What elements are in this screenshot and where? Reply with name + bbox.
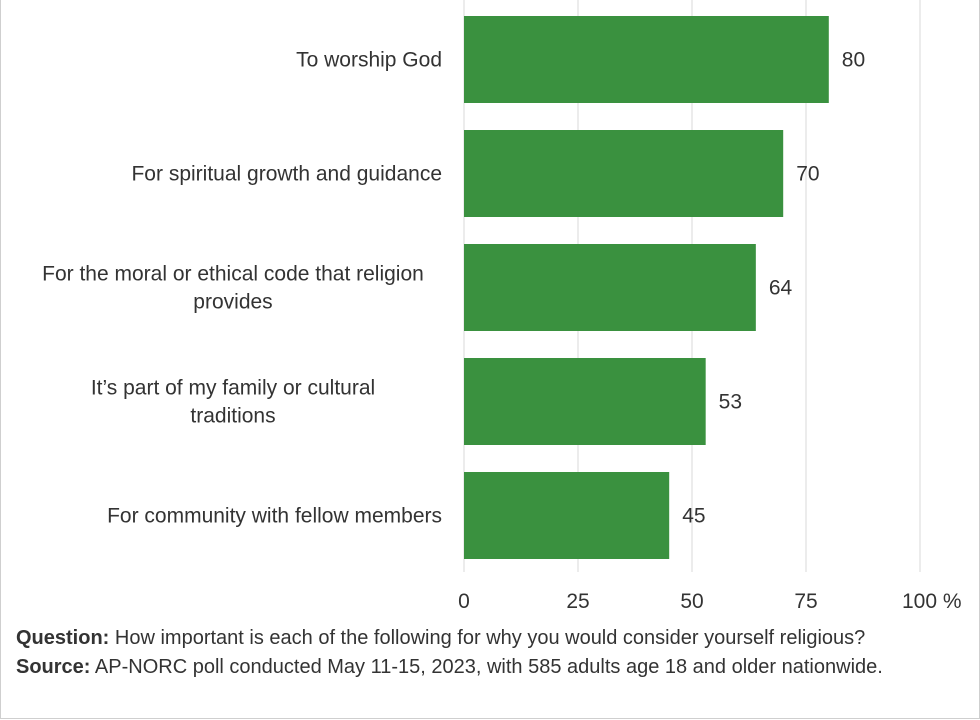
category-label-0: To worship God [296, 49, 442, 72]
value-label-3: 53 [719, 391, 742, 414]
value-label-4: 45 [682, 505, 705, 528]
bar-2 [464, 244, 756, 331]
category-label-1: For spiritual growth and guidance [131, 163, 442, 186]
question-text: How important is each of the following f… [114, 627, 866, 649]
source-label: Source: [16, 656, 91, 678]
chart-footer: Question: How important is each of the f… [16, 624, 966, 682]
category-label-4: For community with fellow members [107, 505, 442, 528]
value-label-1: 70 [796, 163, 819, 186]
x-tick-label-2: 50 [680, 590, 703, 613]
x-tick-label-1: 25 [566, 590, 589, 613]
bar-chart: 80 To worship God 70 For spiritual growth a… [42, 0, 962, 613]
source-line: Source: AP-NORC poll conducted May 11-15… [16, 653, 966, 682]
bar-3 [464, 358, 706, 445]
bar-4 [464, 472, 670, 559]
x-tick-label-4: 100 % [902, 590, 962, 613]
value-label-0: 80 [842, 49, 865, 72]
x-tick-label-3: 75 [794, 590, 817, 613]
source-text: AP-NORC poll conducted May 11-15, 2023, … [94, 656, 883, 678]
bar-1 [464, 130, 784, 217]
question-label: Question: [16, 627, 110, 649]
value-label-2: 64 [769, 277, 793, 300]
question-line: Question: How important is each of the f… [16, 624, 966, 653]
bar-0 [464, 16, 829, 103]
x-tick-label-0: 0 [458, 590, 470, 613]
category-label-3: It’s part of my family or cultural tradit… [91, 377, 375, 428]
category-label-2: For the moral or ethical code that relig… [42, 263, 424, 314]
